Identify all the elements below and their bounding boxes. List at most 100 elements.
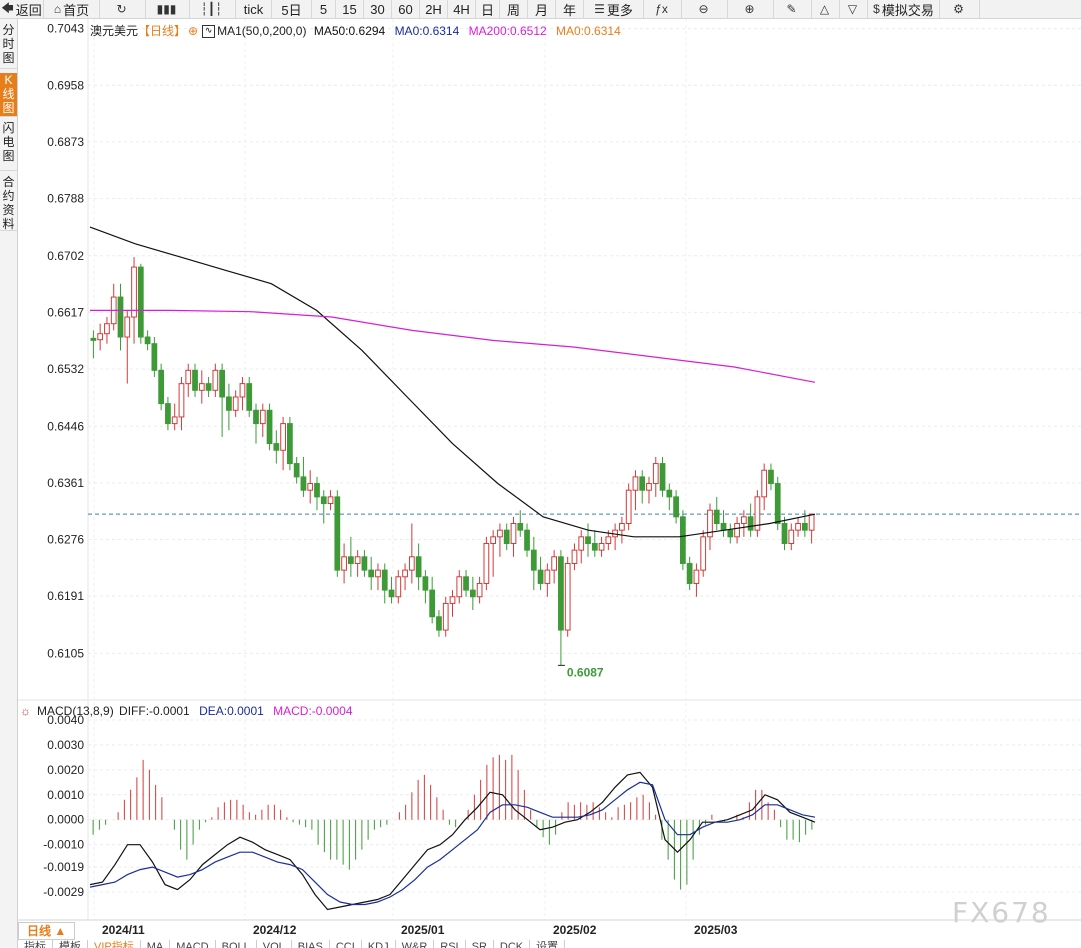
toolbar-label: 5	[319, 1, 328, 17]
nav-tab-3[interactable]: 合约资料	[0, 175, 17, 231]
indicator-tab-3[interactable]: MA	[141, 940, 171, 948]
indicator-tab-12[interactable]: SR	[466, 940, 494, 948]
toolbar-button-14[interactable]: 周	[500, 0, 528, 18]
triangle-up-button[interactable]: △	[812, 0, 840, 18]
toolbar-button-17[interactable]: ☰ 更多	[584, 0, 644, 18]
candlestick-icon: ┆┃┆	[200, 2, 223, 16]
left-nav: 分时图 K线图闪电图合约资料	[0, 19, 18, 948]
toolbar-button-11[interactable]: 2H	[420, 0, 448, 18]
toolbar-button-13[interactable]: 日	[476, 0, 500, 18]
candle-body	[585, 536, 591, 544]
toolbar-button-15[interactable]: 月	[528, 0, 556, 18]
ma50-line	[89, 226, 816, 538]
candle-body	[713, 509, 720, 525]
toolbar-button-24[interactable]: $ 模拟交易	[868, 0, 940, 18]
toolbar-label: 更多	[606, 2, 633, 18]
indicator-tab-7[interactable]: BIAS	[292, 940, 330, 948]
macd-value: MACD:-0.0004	[273, 704, 353, 718]
function-button[interactable]: ƒx	[644, 0, 682, 18]
candle-body	[747, 516, 754, 531]
toolbar-label: 返回	[15, 2, 42, 18]
menu-icon: ☰	[594, 2, 605, 16]
candle-body	[226, 396, 232, 411]
candle-body	[124, 316, 131, 338]
indicator-tab-9[interactable]: KDJ	[362, 940, 396, 948]
toolbar-button-6[interactable]: 5日	[272, 0, 312, 18]
macd-label: MACD(13,8,9)	[37, 704, 114, 718]
indicator-tab-13[interactable]: DCK	[494, 940, 531, 948]
indicator-tab-8[interactable]: CCI	[330, 940, 362, 948]
candle-body	[632, 476, 639, 491]
refresh-button[interactable]: ↻	[100, 0, 146, 18]
toolbar-button-12[interactable]: 4H	[448, 0, 476, 18]
indicator-tab-10[interactable]: W&R	[396, 940, 435, 948]
pen-icon: ✎	[786, 2, 797, 16]
candle-body	[693, 569, 700, 584]
candle-body	[707, 509, 713, 538]
candle-body	[375, 569, 381, 578]
candle-body	[571, 549, 578, 564]
refresh-icon: ↻	[116, 2, 127, 16]
candle-body	[788, 529, 795, 544]
low-annotation: 0.6087	[567, 665, 604, 679]
dollar-icon: $	[873, 2, 880, 16]
candlestick-button[interactable]: ┆┃┆	[190, 0, 236, 18]
toolbar-button-5[interactable]: tick	[236, 0, 272, 18]
triangle-down-button[interactable]: ▽	[840, 0, 868, 18]
x-date-label: 2024/11	[102, 923, 145, 937]
candle-body	[307, 483, 314, 491]
candle-body	[253, 409, 259, 425]
indicator-toggle-icon[interactable]: ∿	[202, 25, 216, 39]
top-toolbar: 🡄 返回 ⌂ 首页 ↻ ▮▮▮ ┆┃┆ tick 5日 5 15 30 60 2H 4H 日周月年 ☰ 更多 ƒx ⊖…	[0, 0, 1081, 19]
candle-body	[673, 496, 679, 518]
add-icon[interactable]: ⊕	[188, 24, 199, 38]
indicator-tab-0[interactable]: 指标	[18, 940, 53, 948]
indicator-tab-5[interactable]: BOLL	[216, 940, 257, 948]
indicator-tab-11[interactable]: RSI	[434, 940, 466, 948]
macd-settings-icon[interactable]: ☼	[20, 704, 31, 718]
candle-body	[341, 556, 347, 571]
toolbar-button-0[interactable]: 🡄 返回	[0, 0, 44, 18]
candle-body	[646, 483, 652, 491]
indicator-tab-6[interactable]: VOL	[257, 940, 292, 948]
macd-header: ☼ MACD(13,8,9) DIFF:-0.0001 DEA:0.0001 MA…	[20, 704, 353, 718]
toolbar-button-7[interactable]: 5	[312, 0, 336, 18]
candle-body	[354, 556, 361, 564]
ma200-value: MA200:0.6512	[468, 24, 547, 38]
price-tick-label: 0.6276	[47, 532, 84, 546]
indicator-tab-2[interactable]: VIP指标	[88, 940, 141, 948]
nav-tab-2[interactable]: 闪电图	[0, 121, 17, 171]
nav-tab-0[interactable]: 分时图	[0, 23, 17, 69]
candle-body	[680, 516, 686, 564]
candle-body	[165, 403, 171, 425]
indicator-tab-1[interactable]: 模板	[53, 940, 88, 948]
settings-button[interactable]: ⚙	[940, 0, 980, 18]
candle-body	[476, 582, 483, 598]
toolbar-button-8[interactable]: 15	[336, 0, 364, 18]
toolbar-button-10[interactable]: 60	[392, 0, 420, 18]
nav-tab-1[interactable]: K线图	[0, 73, 17, 117]
toolbar-button-16[interactable]: 年	[556, 0, 584, 18]
ma200-line	[90, 309, 816, 383]
candle-body	[151, 343, 158, 371]
pen-button[interactable]: ✎	[774, 0, 812, 18]
period-button[interactable]: 日线 ▲	[18, 922, 76, 940]
candle-body	[808, 513, 815, 531]
x-date-label: 2025/02	[553, 923, 597, 937]
candle-body	[90, 337, 97, 341]
home-icon: ⌂	[53, 2, 62, 16]
indicator-tab-14[interactable]: 设置	[530, 940, 566, 948]
toolbar-button-1[interactable]: ⌂ 首页	[44, 0, 100, 18]
zoom-out-button[interactable]: ⊖	[682, 0, 728, 18]
x-date-label: 2025/01	[401, 923, 445, 937]
toolbar-button-9[interactable]: 30	[364, 0, 392, 18]
bar-chart-button[interactable]: ▮▮▮	[146, 0, 190, 18]
triangle-down-icon: ▽	[847, 2, 858, 16]
toolbar-label: 15	[342, 1, 357, 17]
candle-body	[774, 483, 781, 525]
indicator-tab-4[interactable]: MACD	[170, 940, 216, 948]
candle-body	[795, 523, 801, 531]
zoom-in-button[interactable]: ⊕	[728, 0, 774, 18]
candle-body	[497, 529, 503, 538]
